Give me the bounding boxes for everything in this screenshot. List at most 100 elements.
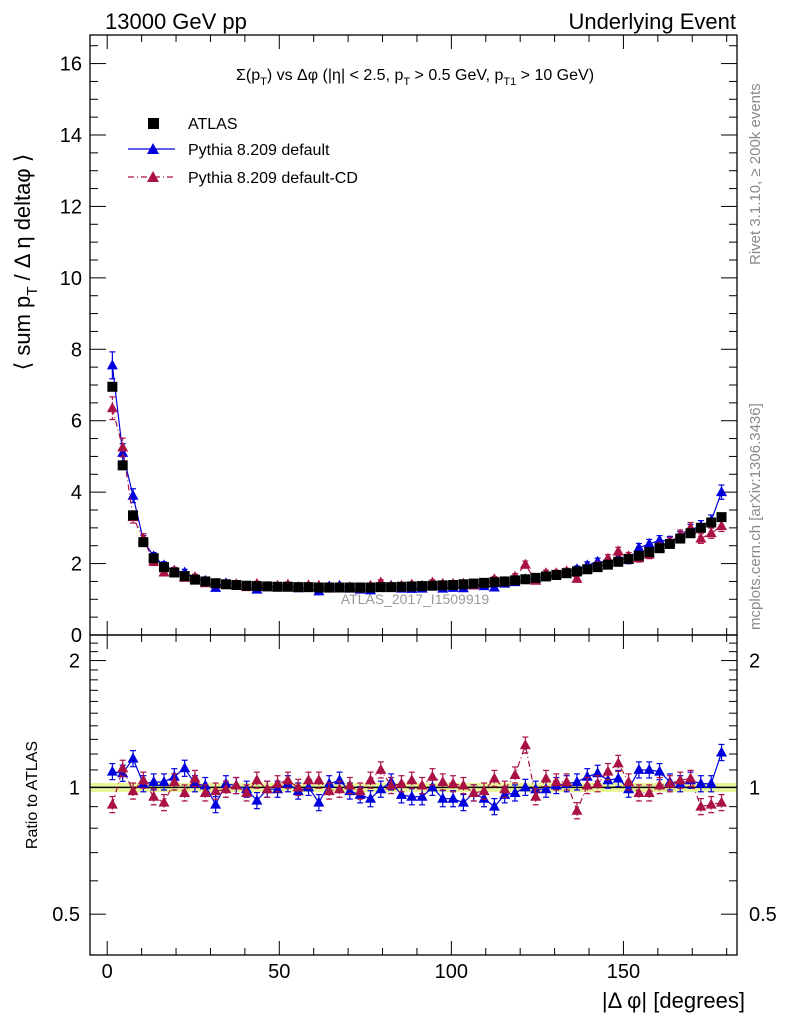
legend-label-default: Pythia 8.209 default [188, 142, 330, 159]
ratio-data-point [685, 772, 697, 783]
side-text-mcplots: mcplots.cern.ch [arXiv:1306.3436] [747, 403, 764, 630]
data-point [716, 486, 728, 497]
y-tick-label: 6 [71, 411, 82, 433]
ratio-data-point [561, 775, 573, 786]
side-text-rivet: Rivet 3.1.10, ≥ 200k events [747, 83, 764, 265]
ratio-data-point [519, 781, 531, 792]
data-point-atlas [138, 537, 149, 548]
data-point-atlas [499, 576, 510, 587]
data-point-atlas [200, 576, 211, 587]
ratio-data-point [189, 772, 201, 783]
ratio-data-point [509, 786, 521, 797]
data-point-atlas [706, 517, 717, 528]
ratio-data-point [292, 781, 304, 792]
data-point-atlas [675, 533, 686, 544]
data-point-atlas [520, 574, 531, 585]
data-point-atlas [251, 581, 262, 592]
ratio-data-point [158, 796, 170, 807]
ratio-data-point [210, 785, 222, 796]
data-point-atlas [613, 556, 624, 567]
legend-label-default-cd: Pythia 8.209 default-CD [188, 170, 358, 187]
data-point-atlas [169, 567, 180, 578]
ratio-data-point [313, 774, 325, 785]
data-point-atlas [293, 582, 304, 593]
ratio-data-point [664, 777, 676, 788]
ratio-data-point [519, 739, 531, 750]
data-point [716, 520, 728, 531]
data-point [519, 558, 531, 569]
header-left: 13000 GeV pp [105, 9, 247, 34]
ratio-data-point [488, 772, 500, 783]
ratio-data-point [375, 783, 387, 794]
ratio-data-point [540, 772, 552, 783]
ratio-data-point [375, 763, 387, 774]
ratio-data-point [509, 768, 521, 779]
data-point-atlas [602, 559, 613, 570]
ratio-data-point [426, 770, 438, 781]
data-point-atlas [551, 570, 562, 580]
ratio-data-point [395, 777, 407, 788]
ratio-data-point [406, 790, 418, 801]
ratio-data-point [612, 772, 624, 783]
data-point-atlas [158, 562, 169, 573]
data-point-atlas [344, 582, 355, 593]
legend: ATLAS Pythia 8.209 default Pythia 8.209 … [128, 116, 358, 187]
data-point-atlas [468, 578, 479, 589]
data-point [106, 402, 118, 413]
ratio-data-point [478, 785, 490, 796]
data-point-atlas [571, 566, 582, 577]
ratio-data-point [643, 763, 655, 774]
data-point-atlas [633, 550, 644, 561]
ratio-data-point [643, 786, 655, 797]
ratio-data-point [499, 783, 511, 794]
x-tick-label: 50 [268, 961, 290, 983]
data-point-atlas [427, 580, 438, 591]
data-point [633, 541, 645, 552]
ratio-data-point [695, 777, 707, 788]
y-tick-label: 2 [71, 554, 82, 576]
data-point-atlas [489, 577, 500, 588]
x-tick-label: 100 [435, 961, 468, 983]
ratio-data-point [334, 783, 346, 794]
data-point-atlas [396, 581, 407, 592]
data-point-atlas [716, 512, 727, 523]
ratio-data-point [716, 746, 728, 757]
data-point-atlas [530, 572, 541, 583]
data-point [695, 532, 707, 543]
ratio-plot-frame [89, 634, 738, 956]
ratio-data-point [426, 781, 438, 792]
ratio-data-point [716, 796, 728, 807]
data-point-atlas [179, 571, 190, 582]
ratio-data-point [199, 786, 211, 797]
data-point-atlas [210, 578, 221, 589]
ratio-data-point [437, 775, 449, 786]
ratio-data-point [437, 792, 449, 803]
data-point-atlas [282, 581, 293, 592]
data-point-atlas [448, 580, 459, 590]
data-point-atlas [417, 581, 428, 592]
ratio-data-point [612, 757, 624, 768]
ratio-y-tick-label: 1 [69, 777, 80, 799]
ratio-data-point [241, 786, 253, 797]
data-point-atlas [324, 582, 335, 593]
ratio-y-tick-label-right: 0.5 [749, 904, 777, 926]
ratio-y-tick-label: 0.5 [52, 904, 80, 926]
ratio-data-point [705, 777, 717, 788]
ratio-data-point [148, 775, 160, 786]
data-point-atlas [365, 582, 376, 593]
y-tick-label: 0 [71, 625, 82, 647]
legend-marker-atlas [148, 118, 159, 129]
data-point-atlas [107, 381, 118, 392]
ratio-data-point [602, 765, 614, 776]
data-point [127, 489, 139, 500]
data-point [654, 534, 666, 545]
ratio-data-point [695, 800, 707, 811]
plot-title: Σ(pT) vs Δφ (|η| < 2.5, pT > 0.5 GeV, pT… [236, 67, 594, 88]
ratio-data-point [251, 774, 263, 785]
ratio-y-tick-label-right: 1 [749, 777, 760, 799]
data-point-atlas [406, 581, 417, 592]
data-point [643, 537, 655, 548]
ratio-data-point [468, 786, 480, 797]
ratio-data-point [654, 779, 666, 790]
